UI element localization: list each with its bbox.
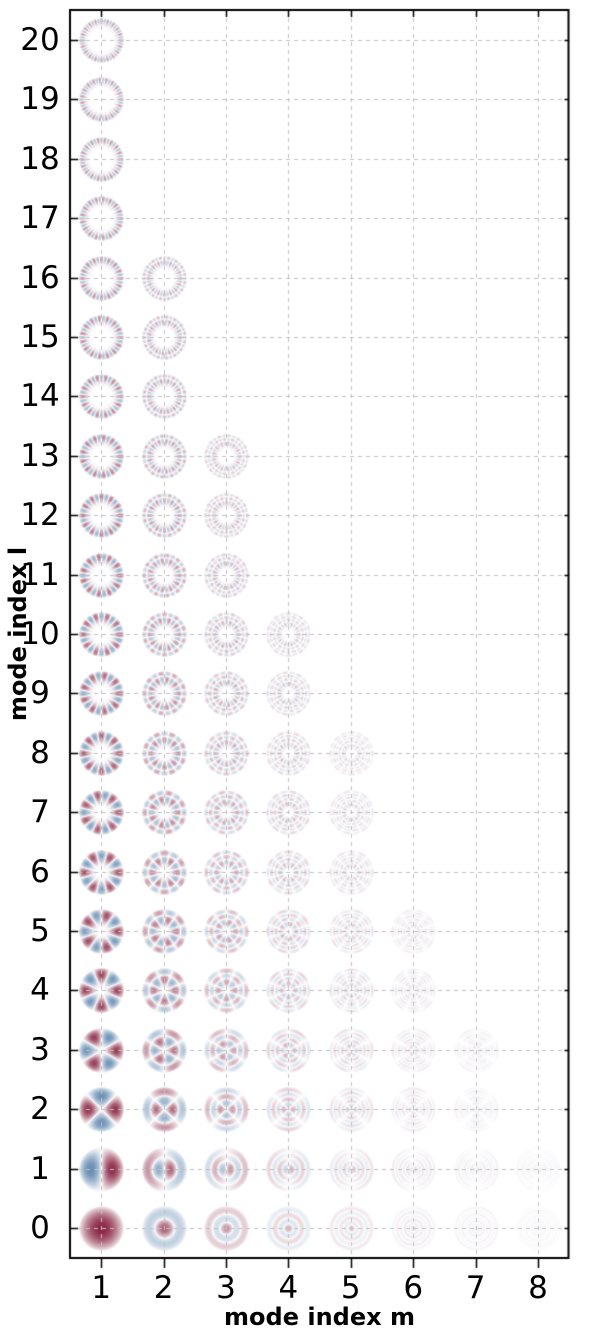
y-tick-label-17: 17: [20, 200, 60, 237]
y-tick-label-15: 15: [20, 319, 60, 355]
x-axis-title: mode index m: [224, 1303, 415, 1331]
x-tick-label-2: 2: [153, 1270, 174, 1306]
y-tick-label-5: 5: [30, 913, 50, 949]
y-tick-label-0: 0: [30, 1210, 50, 1246]
x-tick-label-5: 5: [340, 1270, 361, 1306]
y-tick-label-12: 12: [20, 497, 60, 534]
y-tick-label-3: 3: [30, 1031, 50, 1068]
x-tick-label-3: 3: [216, 1270, 236, 1306]
x-tick-label-4: 4: [278, 1270, 299, 1306]
y-tick-label-19: 19: [20, 81, 60, 118]
y-tick-label-18: 18: [20, 140, 60, 177]
y-tick-label-20: 20: [20, 22, 60, 58]
y-axis-title: mode index l: [4, 546, 32, 722]
x-tick-label-6: 6: [403, 1270, 424, 1306]
x-tick-label-1: 1: [91, 1270, 112, 1306]
y-tick-label-9: 9: [30, 675, 50, 712]
y-tick-label-16: 16: [20, 259, 60, 296]
y-tick-label-14: 14: [20, 378, 60, 415]
y-tick-label-13: 13: [20, 437, 60, 474]
y-tick-label-7: 7: [30, 794, 50, 831]
y-tick-label-10: 10: [20, 616, 60, 652]
y-tick-label-11: 11: [20, 556, 60, 593]
y-tick-label-4: 4: [30, 972, 50, 1009]
y-tick-label-1: 1: [30, 1150, 50, 1187]
x-tick-label-7: 7: [465, 1270, 486, 1306]
y-tick-label-2: 2: [30, 1091, 50, 1128]
y-tick-label-8: 8: [30, 734, 50, 771]
y-tick-label-6: 6: [30, 853, 50, 890]
x-tick-label-8: 8: [528, 1270, 548, 1306]
